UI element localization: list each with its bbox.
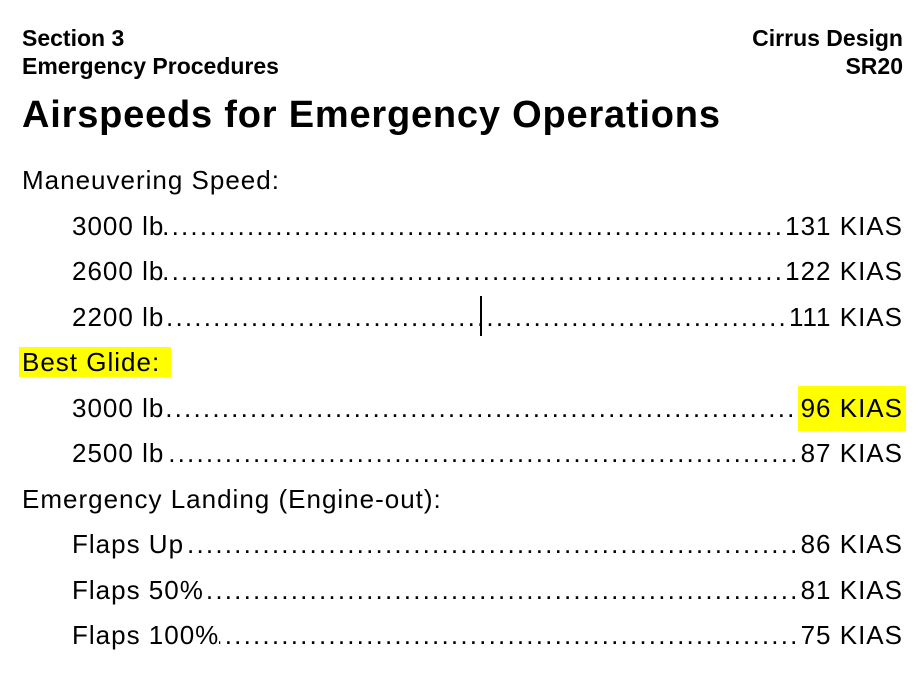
dot-leader — [164, 204, 785, 250]
dot-leader — [164, 431, 800, 477]
row-label: 3000 lb — [72, 210, 165, 241]
dot-leader — [164, 295, 789, 341]
airspeed-row: Flaps 50% 81 KIAS — [72, 568, 903, 614]
header-section-number: Section 3 — [22, 25, 125, 51]
row-label: Flaps 100% — [72, 620, 220, 650]
dot-leader — [184, 522, 801, 568]
airspeed-row: 2200 lb 111 KIAS — [72, 295, 903, 341]
header-section-title: Emergency Procedures — [22, 53, 279, 79]
header-section-info: Section 3 Emergency Procedures — [22, 24, 279, 80]
dot-leader — [164, 386, 797, 432]
row-label: 2500 lb — [72, 438, 165, 468]
page-title: Airspeeds for Emergency Operations — [22, 94, 721, 136]
row-value: 87 KIAS — [800, 438, 903, 468]
section-heading-text: Emergency Landing (Engine-out): — [22, 483, 442, 514]
airspeed-row: 3000 lb 96 KIAS — [72, 385, 906, 432]
dot-leader — [219, 613, 800, 659]
dot-leader — [204, 568, 801, 614]
row-label: 2200 lb — [72, 301, 165, 332]
section-heading-text: Maneuvering Speed: — [22, 165, 280, 195]
section-heading: Emergency Landing (Engine-out): — [22, 477, 903, 523]
row-value: 86 KIAS — [800, 529, 903, 559]
airspeed-row: 2600 lb 122 KIAS — [72, 249, 903, 295]
page-header: Section 3 Emergency Procedures Cirrus De… — [0, 0, 924, 80]
section-heading: Best Glide: — [19, 340, 903, 386]
row-value: 96 KIAS — [797, 385, 906, 431]
row-value: 131 KIAS — [785, 210, 903, 241]
row-value: 111 KIAS — [789, 301, 903, 332]
text-cursor — [480, 296, 482, 336]
row-value: 122 KIAS — [785, 256, 903, 286]
section-heading: Maneuvering Speed: — [22, 158, 903, 204]
header-brand-info: Cirrus Design SR20 — [752, 24, 903, 80]
airspeed-row: Flaps 100% 75 KIAS — [72, 613, 903, 659]
airspeed-row: 3000 lb 131 KIAS — [72, 204, 903, 250]
airspeed-row: Flaps Up 86 KIAS — [72, 522, 903, 568]
section-heading-text: Best Glide: — [19, 347, 172, 377]
airspeed-list: Maneuvering Speed: 3000 lb 131 KIAS 2600… — [0, 158, 924, 659]
row-value: 75 KIAS — [800, 620, 903, 650]
airspeed-section: Emergency Landing (Engine-out): Flaps Up… — [0, 477, 924, 659]
airspeed-section: Maneuvering Speed: 3000 lb 131 KIAS 2600… — [0, 158, 924, 340]
header-model: SR20 — [845, 53, 903, 79]
airspeed-section: Best Glide: 3000 lb 96 KIAS 2500 lb 87 K… — [0, 340, 924, 477]
row-label: Flaps 50% — [72, 574, 204, 605]
airspeed-row: 2500 lb 87 KIAS — [72, 431, 903, 477]
row-label: 3000 lb — [72, 392, 165, 423]
dot-leader — [164, 249, 785, 295]
row-label: Flaps Up — [72, 529, 185, 559]
header-manufacturer: Cirrus Design — [752, 25, 903, 51]
row-value: 81 KIAS — [800, 574, 903, 605]
row-label: 2600 lb — [72, 256, 165, 286]
